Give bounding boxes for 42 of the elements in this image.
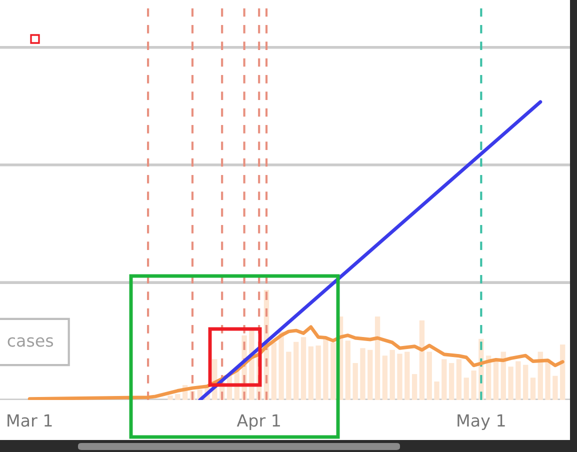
bar [271, 342, 276, 400]
bar [368, 350, 373, 400]
bar [308, 346, 314, 400]
bar [278, 331, 284, 400]
bar [286, 352, 292, 400]
bar [545, 359, 550, 400]
bar [471, 370, 476, 400]
bar [360, 348, 366, 400]
x-tick-label: May 1 [458, 414, 505, 430]
bar [464, 378, 469, 400]
bar [456, 359, 462, 400]
bar [397, 354, 402, 400]
bar [316, 345, 321, 400]
bar [530, 378, 536, 400]
bar [516, 361, 521, 400]
bar [168, 396, 173, 400]
bar [500, 352, 506, 400]
bar [412, 374, 418, 400]
bar [442, 359, 447, 400]
x-tick-label: Apr 1 [236, 414, 280, 430]
bar [330, 342, 336, 400]
bar [522, 364, 528, 400]
bar [448, 363, 454, 400]
bar [352, 363, 358, 400]
bar [374, 316, 380, 400]
bar [345, 340, 351, 400]
x-tick-label: Mar 1 [8, 414, 52, 427]
bar [382, 356, 388, 400]
annotation: cases [8, 337, 54, 347]
bar [404, 352, 410, 400]
bar [175, 394, 180, 400]
bar [508, 366, 514, 400]
bar [294, 342, 299, 400]
bar [426, 352, 432, 400]
bar [538, 352, 543, 400]
bar [323, 337, 328, 400]
bar [419, 320, 425, 400]
bar [560, 344, 566, 400]
bar [552, 376, 558, 400]
bar [434, 382, 440, 400]
bar [300, 337, 306, 400]
bar [390, 350, 395, 400]
